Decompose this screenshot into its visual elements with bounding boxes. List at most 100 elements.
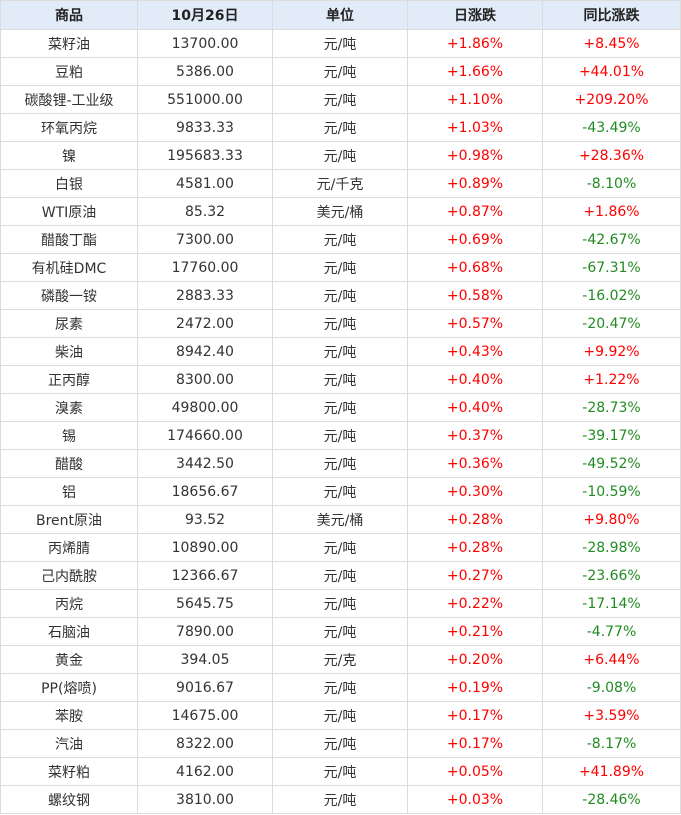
yoy-change-cell: -8.10% [542,169,681,198]
yoy-change-cell: -23.66% [542,561,681,590]
daily-change-cell: +0.57% [407,309,543,338]
daily-change-cell: +0.69% [407,225,543,254]
table-row: 己内酰胺 12366.67 元/吨 +0.27% -23.66% [0,561,681,590]
table-row: 磷酸一铵 2883.33 元/吨 +0.58% -16.02% [0,281,681,310]
unit-cell: 元/吨 [272,449,408,478]
yoy-change-cell: -10.59% [542,477,681,506]
unit-cell: 元/吨 [272,281,408,310]
price-cell: 12366.67 [137,561,273,590]
unit-cell: 元/吨 [272,225,408,254]
unit-cell: 元/吨 [272,757,408,786]
yoy-change-cell: -28.46% [542,785,681,814]
unit-cell: 元/吨 [272,393,408,422]
price-cell: 195683.33 [137,141,273,170]
table-row: 环氧丙烷 9833.33 元/吨 +1.03% -43.49% [0,113,681,142]
price-cell: 17760.00 [137,253,273,282]
commodity-name-cell: 镍 [0,141,138,170]
daily-change-cell: +0.17% [407,701,543,730]
daily-change-cell: +0.89% [407,169,543,198]
table-row: 柴油 8942.40 元/吨 +0.43% +9.92% [0,337,681,366]
yoy-change-cell: +28.36% [542,141,681,170]
price-cell: 2883.33 [137,281,273,310]
unit-cell: 美元/桶 [272,197,408,226]
commodity-name-cell: 豆粕 [0,57,138,86]
unit-cell: 元/吨 [272,785,408,814]
unit-cell: 元/吨 [272,337,408,366]
unit-cell: 元/吨 [272,673,408,702]
table-row: 白银 4581.00 元/千克 +0.89% -8.10% [0,169,681,198]
table-row: 碳酸锂-工业级 551000.00 元/吨 +1.10% +209.20% [0,85,681,114]
commodity-name-cell: 苯胺 [0,701,138,730]
yoy-change-cell: -8.17% [542,729,681,758]
unit-cell: 元/吨 [272,309,408,338]
header-unit: 单位 [272,0,408,30]
table-row: 螺纹钢 3810.00 元/吨 +0.03% -28.46% [0,785,681,814]
unit-cell: 元/吨 [272,477,408,506]
daily-change-cell: +1.10% [407,85,543,114]
price-cell: 174660.00 [137,421,273,450]
price-cell: 9833.33 [137,113,273,142]
commodity-name-cell: 溴素 [0,393,138,422]
daily-change-cell: +1.03% [407,113,543,142]
unit-cell: 元/吨 [272,701,408,730]
table-row: PP(熔喷) 9016.67 元/吨 +0.19% -9.08% [0,673,681,702]
yoy-change-cell: -49.52% [542,449,681,478]
commodity-name-cell: 己内酰胺 [0,561,138,590]
price-cell: 3442.50 [137,449,273,478]
commodity-name-cell: 正丙醇 [0,365,138,394]
price-cell: 2472.00 [137,309,273,338]
commodity-name-cell: 醋酸丁酯 [0,225,138,254]
daily-change-cell: +0.37% [407,421,543,450]
daily-change-cell: +0.98% [407,141,543,170]
price-cell: 14675.00 [137,701,273,730]
table-row: 尿素 2472.00 元/吨 +0.57% -20.47% [0,309,681,338]
table-row: 豆粕 5386.00 元/吨 +1.66% +44.01% [0,57,681,86]
price-cell: 49800.00 [137,393,273,422]
daily-change-cell: +0.22% [407,589,543,618]
unit-cell: 元/吨 [272,85,408,114]
table-row: 溴素 49800.00 元/吨 +0.40% -28.73% [0,393,681,422]
commodity-name-cell: 白银 [0,169,138,198]
price-cell: 8942.40 [137,337,273,366]
unit-cell: 元/吨 [272,57,408,86]
daily-change-cell: +0.20% [407,645,543,674]
commodity-name-cell: 醋酸 [0,449,138,478]
commodity-name-cell: 柴油 [0,337,138,366]
price-cell: 8322.00 [137,729,273,758]
table-row: WTI原油 85.32 美元/桶 +0.87% +1.86% [0,197,681,226]
table-row: 菜籽油 13700.00 元/吨 +1.86% +8.45% [0,29,681,58]
unit-cell: 元/吨 [272,617,408,646]
unit-cell: 美元/桶 [272,505,408,534]
header-row: 商品 10月26日 单位 日涨跌 同比涨跌 [0,0,681,30]
yoy-change-cell: -9.08% [542,673,681,702]
daily-change-cell: +1.66% [407,57,543,86]
price-cell: 85.32 [137,197,273,226]
daily-change-cell: +0.36% [407,449,543,478]
price-cell: 4162.00 [137,757,273,786]
yoy-change-cell: -20.47% [542,309,681,338]
commodity-name-cell: 丙烷 [0,589,138,618]
unit-cell: 元/吨 [272,29,408,58]
table-row: 醋酸丁酯 7300.00 元/吨 +0.69% -42.67% [0,225,681,254]
price-cell: 7890.00 [137,617,273,646]
header-date-price: 10月26日 [137,0,273,30]
daily-change-cell: +0.87% [407,197,543,226]
commodity-name-cell: 尿素 [0,309,138,338]
table-row: 菜籽粕 4162.00 元/吨 +0.05% +41.89% [0,757,681,786]
yoy-change-cell: +41.89% [542,757,681,786]
price-cell: 394.05 [137,645,273,674]
header-daily-change: 日涨跌 [407,0,543,30]
daily-change-cell: +0.30% [407,477,543,506]
yoy-change-cell: -43.49% [542,113,681,142]
commodity-name-cell: 螺纹钢 [0,785,138,814]
daily-change-cell: +0.03% [407,785,543,814]
commodity-name-cell: 丙烯腈 [0,533,138,562]
commodity-name-cell: 菜籽粕 [0,757,138,786]
price-cell: 93.52 [137,505,273,534]
table-row: 丙烯腈 10890.00 元/吨 +0.28% -28.98% [0,533,681,562]
price-cell: 10890.00 [137,533,273,562]
daily-change-cell: +0.43% [407,337,543,366]
yoy-change-cell: +9.80% [542,505,681,534]
commodity-name-cell: 石脑油 [0,617,138,646]
